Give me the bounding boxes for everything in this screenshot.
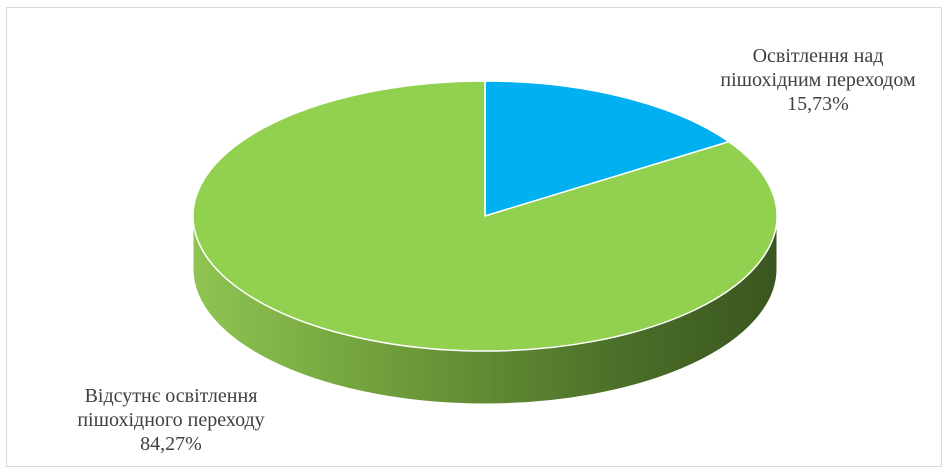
slice-label-line: Освітлення над	[752, 45, 884, 67]
slice-value-label: 84,27%	[140, 433, 202, 455]
pie-top-face	[192, 80, 778, 352]
pie-slice-0	[484, 80, 730, 217]
slice-label-no-lighting: Відсутнє освітлення пішохідного переходу…	[40, 384, 302, 456]
slice-label-line: Відсутнє освітлення	[84, 385, 258, 407]
pie-slice-1	[192, 80, 778, 352]
slice-label-lighting-above-crossing: Освітлення над пішохідним переходом 15,7…	[690, 44, 946, 116]
slice-label-line: пішохідного переходу	[77, 409, 265, 431]
slice-value-label: 15,73%	[787, 93, 849, 115]
slice-label-line: пішохідним переходом	[720, 69, 916, 91]
